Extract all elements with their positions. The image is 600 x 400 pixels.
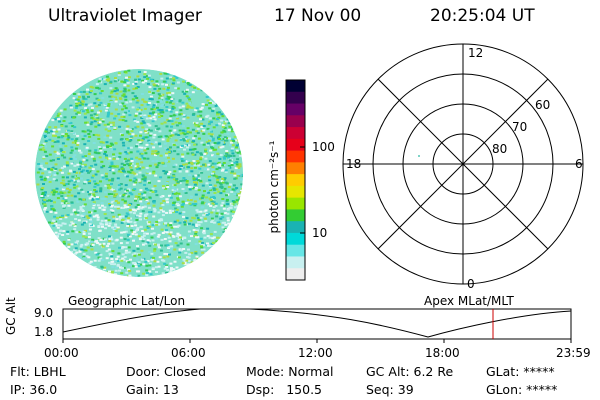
image-date: 17 Nov 00 (274, 6, 362, 26)
orbit-y-label: GC Alt (4, 297, 18, 335)
orbit-altitude-curve (62, 308, 572, 338)
status-glon: GLon: ***** (486, 382, 558, 397)
colorbar-segment (286, 209, 305, 222)
orbit-frame (62, 308, 572, 340)
orbit-left-title: Geographic Lat/Lon (68, 294, 186, 308)
orbit-x-tick: 23:59 (556, 346, 591, 360)
colorbar-segment (286, 80, 305, 93)
colorbar-segment (286, 185, 305, 199)
colorbar-segment (286, 138, 305, 152)
mlt-label-6: 6 (575, 157, 583, 171)
lat-label-70: 70 (512, 120, 528, 134)
mlt-label-18: 18 (346, 157, 362, 171)
status-dsp: Dsp: 150.5 (246, 382, 322, 397)
status-gain: Gain: 13 (126, 382, 179, 397)
orbit-x-tick: 06:00 (171, 346, 206, 360)
colorbar-segment (286, 244, 305, 257)
polar-diagonal-2 (377, 78, 549, 250)
colorbar-segment (286, 268, 305, 281)
status-gc-alt: GC Alt: 6.2 Re (366, 364, 454, 379)
colorbar-segment (286, 115, 305, 128)
colorbar-segment (286, 174, 305, 187)
image-time: 20:25:04 UT (430, 6, 535, 26)
lat-label-80: 80 (492, 142, 508, 156)
colorbar-segment (286, 221, 305, 234)
polar-data-speck (418, 155, 420, 157)
status-mode: Mode: Normal (246, 364, 334, 379)
colorbar-segment (286, 91, 305, 105)
orbit-x-tick: 18:00 (425, 346, 460, 360)
colorbar-segment (286, 127, 305, 140)
status-ip: IP: 36.0 (10, 382, 58, 397)
orbit-right-title: Apex MLat/MLT (424, 294, 514, 308)
colorbar-tick-100: 100 (312, 140, 335, 154)
colorbar-segment (286, 103, 305, 116)
lat-label-60: 60 (535, 98, 551, 112)
colorbar-segment (286, 162, 305, 175)
orbit-x-tick: 00:00 (44, 346, 79, 360)
colorbar-segment (286, 232, 305, 246)
colorbar-tick-10: 10 (312, 226, 328, 240)
orbit-x-tick: 12:00 (298, 346, 333, 360)
orbit-y-tick-low: 1.8 (34, 325, 54, 339)
orbit-y-tick-high: 9.0 (34, 306, 54, 320)
colorbar-segment (286, 256, 305, 269)
mlt-label-12: 12 (468, 46, 484, 60)
colorbar-segment (286, 150, 305, 163)
mlt-label-0: 0 (467, 277, 475, 291)
status-door: Door: Closed (126, 364, 207, 379)
colorbar-segment (286, 197, 305, 210)
status-filter: Flt: LBHL (10, 364, 66, 379)
uv-earth-disk (35, 69, 243, 277)
instrument-title: Ultraviolet Imager (48, 6, 202, 26)
status-seq: Seq: 39 (366, 382, 414, 397)
status-glat: GLat: ***** (486, 364, 555, 379)
